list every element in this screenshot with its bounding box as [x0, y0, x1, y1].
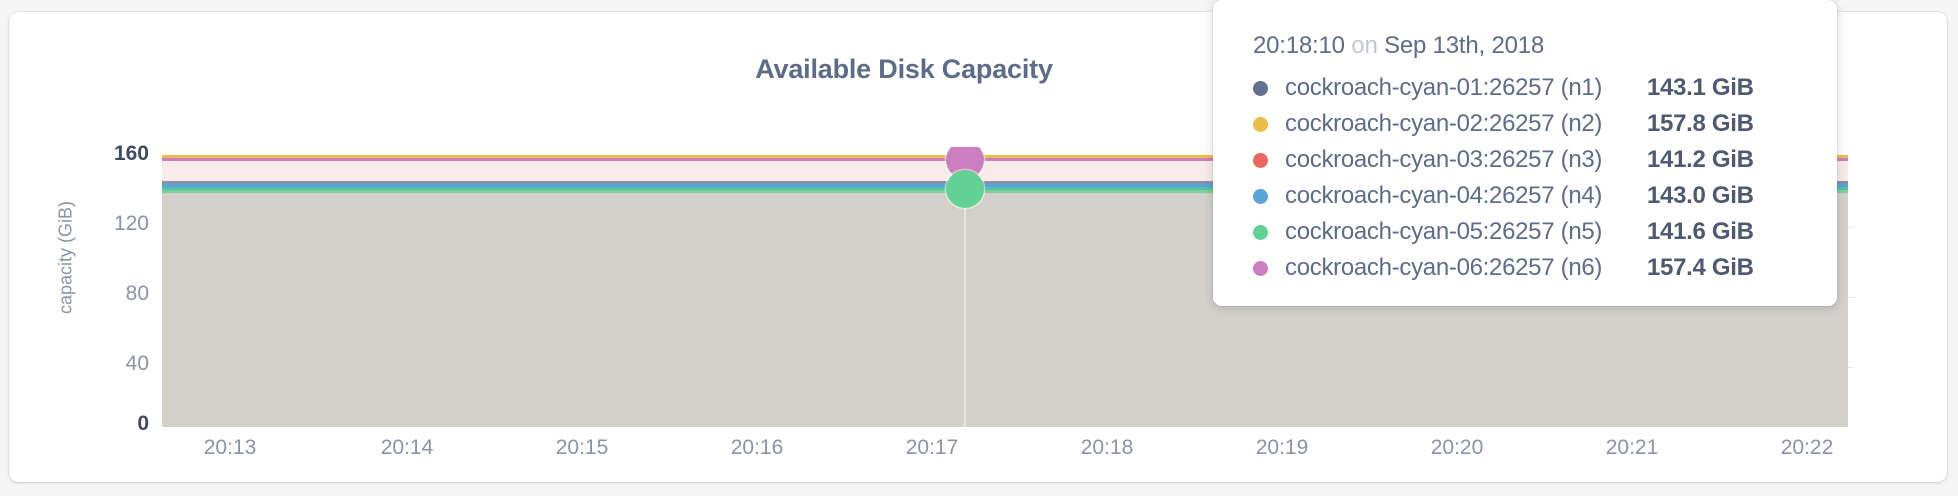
series-line-n6: [162, 158, 1848, 161]
tooltip-series-value-n3: 141.2 GiB: [1647, 146, 1754, 173]
tooltip-series-value-n4: 143.0 GiB: [1647, 182, 1754, 209]
legend-dot-icon-n6: [1253, 260, 1268, 276]
tooltip-series-value-n6: 157.4 GiB: [1647, 254, 1754, 281]
series-line-n5: [162, 187, 1848, 190]
legend-dot-icon-n5: [1253, 224, 1268, 240]
tooltip-row: cockroach-cyan-05:26257 (n5) 141.6 GiB: [1213, 214, 1837, 250]
legend-dot-icon-n3: [1253, 152, 1268, 168]
y-tick-0: 0: [137, 412, 149, 435]
x-tick-4: 20:17: [905, 436, 959, 459]
tooltip-time: 20:18:10: [1253, 32, 1345, 59]
y-tick-40: 40: [125, 352, 149, 375]
x-tick-0: 20:13: [203, 436, 257, 459]
tooltip-on-word: on: [1351, 32, 1378, 59]
hover-guide-line: [964, 147, 966, 427]
tooltip-series-value-n2: 157.8 GiB: [1647, 110, 1754, 137]
y-tick-80: 80: [125, 282, 149, 305]
legend-dot-icon-n1: [1253, 80, 1268, 96]
tooltip-row: cockroach-cyan-01:26257 (n1) 143.1 GiB: [1213, 70, 1837, 106]
x-tick-2: 20:15: [555, 436, 609, 459]
y-tick-120: 120: [113, 212, 149, 235]
legend-dot-icon-n2: [1253, 116, 1268, 132]
tooltip-row: cockroach-cyan-02:26257 (n2) 157.8 GiB: [1213, 106, 1837, 142]
tooltip-series-label-n3: cockroach-cyan-03:26257 (n3): [1285, 146, 1603, 173]
chart-title: Available Disk Capacity: [755, 54, 1053, 84]
tooltip-date: Sep 13th, 2018: [1384, 32, 1545, 59]
tooltip-timestamp: 20:18:10 on Sep 13th, 2018: [1213, 24, 1837, 70]
tooltip-series-value-n1: 143.1 GiB: [1647, 74, 1754, 101]
y-tick-160: 160: [113, 142, 149, 165]
tooltip-series-label-n6: cockroach-cyan-06:26257 (n6): [1285, 254, 1603, 281]
tooltip-row: cockroach-cyan-04:26257 (n4) 143.0 GiB: [1213, 178, 1837, 214]
x-tick-9: 20:22: [1780, 436, 1834, 459]
tooltip-row: cockroach-cyan-06:26257 (n6) 157.4 GiB: [1213, 250, 1837, 286]
series-line-n3: [162, 190, 1848, 193]
x-tick-1: 20:14: [380, 436, 434, 459]
series-line-n1: [162, 181, 1848, 184]
series-line-n2: [162, 155, 1848, 158]
x-tick-6: 20:19: [1255, 436, 1309, 459]
x-tick-3: 20:16: [730, 436, 784, 459]
tooltip-series-label-n4: cockroach-cyan-04:26257 (n4): [1285, 182, 1603, 209]
hover-marker-n5: [946, 170, 984, 208]
x-tick-8: 20:21: [1605, 436, 1659, 459]
tooltip-series-value-n5: 141.6 GiB: [1647, 218, 1754, 245]
legend-dot-icon-n4: [1253, 188, 1268, 204]
tooltip-series-label-n1: cockroach-cyan-01:26257 (n1): [1285, 74, 1603, 101]
y-axis-title: capacity (GiB): [55, 200, 76, 315]
series-line-n4: [162, 184, 1848, 187]
hover-tooltip: 20:18:10 on Sep 13th, 2018 cockroach-cya…: [1213, 0, 1837, 306]
x-tick-7: 20:20: [1430, 436, 1484, 459]
tooltip-row: cockroach-cyan-03:26257 (n3) 141.2 GiB: [1213, 142, 1837, 178]
x-tick-5: 20:18: [1080, 436, 1134, 459]
tooltip-series-label-n5: cockroach-cyan-05:26257 (n5): [1285, 218, 1603, 245]
tooltip-series-label-n2: cockroach-cyan-02:26257 (n2): [1285, 110, 1603, 137]
